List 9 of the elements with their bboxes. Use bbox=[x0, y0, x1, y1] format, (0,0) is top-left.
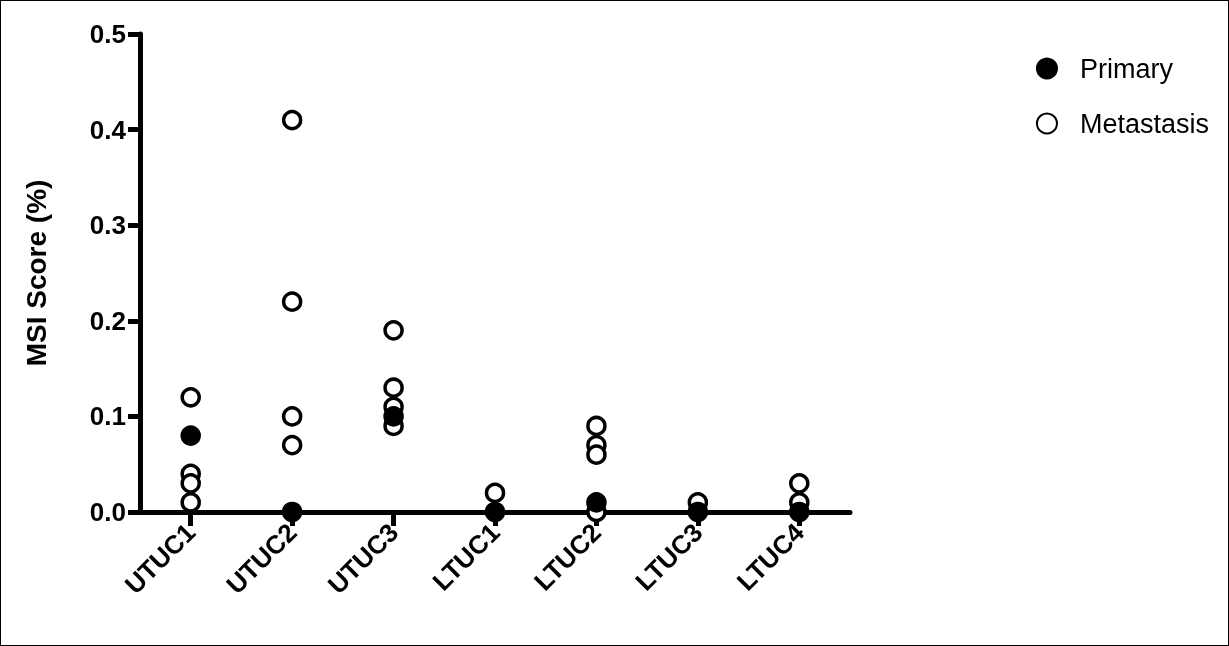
y-tick-label: 0.4 bbox=[89, 114, 127, 145]
y-tick-label: 0.1 bbox=[89, 401, 126, 432]
legend-label: Metastasis bbox=[1079, 108, 1210, 139]
y-tick-label: 0.3 bbox=[89, 210, 126, 241]
y-tick-label: 0.5 bbox=[89, 19, 126, 49]
legend-label: Primary bbox=[1079, 53, 1174, 84]
y-tick-label: 0.0 bbox=[89, 497, 126, 527]
y-tick-label: 0.2 bbox=[89, 305, 126, 336]
y-axis-title: MSI Score (%) bbox=[20, 179, 52, 367]
